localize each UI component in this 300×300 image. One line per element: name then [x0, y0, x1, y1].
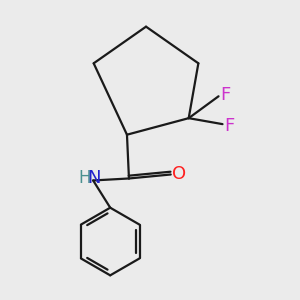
Text: N: N: [87, 169, 100, 187]
Text: F: F: [224, 117, 234, 135]
Text: H: H: [78, 169, 91, 188]
Text: O: O: [172, 165, 186, 183]
Text: F: F: [220, 86, 230, 104]
